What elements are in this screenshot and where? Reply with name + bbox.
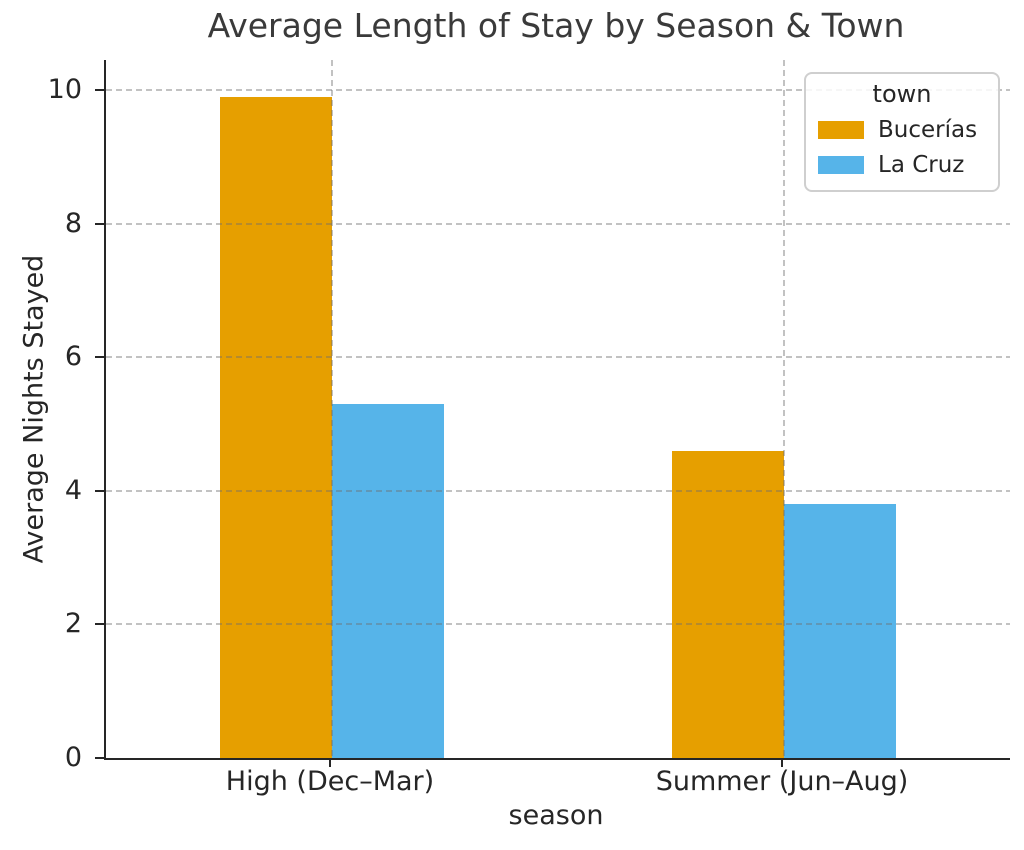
bar-bucerías-cat0: [220, 97, 332, 758]
y-tick-label: 2: [64, 608, 82, 640]
x-tick-mark: [781, 758, 783, 767]
y-tick-mark: [95, 757, 104, 759]
y-tick-mark: [95, 489, 104, 492]
bars-layer: [106, 60, 1010, 758]
legend-swatch-icon: [818, 156, 864, 174]
bar-bucerías-cat1: [672, 451, 784, 758]
y-tick-label: 4: [64, 474, 82, 506]
plot-area: town Bucerías La Cruz: [104, 60, 1010, 760]
legend-swatch-icon: [818, 121, 864, 139]
bar-la-cruz-cat1: [784, 504, 896, 758]
y-tick-mark: [95, 356, 104, 359]
y-axis-label: Average Nights Stayed: [18, 254, 50, 564]
y-tick-mark: [95, 89, 104, 92]
y-tick-label: 10: [47, 74, 82, 106]
y-tick-mark: [95, 222, 104, 225]
y-tick-mark: [95, 623, 104, 626]
x-axis-label: season: [508, 800, 604, 831]
legend-item: La Cruz: [818, 152, 986, 178]
chart-title: Average Length of Stay by Season & Town: [207, 6, 905, 45]
legend-item: Bucerías: [818, 117, 986, 143]
bar-la-cruz-cat0: [332, 404, 444, 758]
legend-item-label: La Cruz: [878, 152, 965, 178]
y-tick-label: 6: [64, 341, 82, 373]
legend-items: Bucerías La Cruz: [818, 117, 986, 178]
legend-title: town: [872, 80, 932, 108]
x-tick-label: Summer (Jun–Aug): [655, 766, 909, 797]
x-tick-mark: [329, 758, 331, 767]
x-tick-label: High (Dec–Mar): [225, 766, 435, 797]
y-tick-label: 8: [64, 207, 82, 239]
legend-item-label: Bucerías: [878, 117, 978, 143]
legend: town Bucerías La Cruz: [804, 72, 1000, 192]
y-tick-label: 0: [64, 742, 82, 773]
